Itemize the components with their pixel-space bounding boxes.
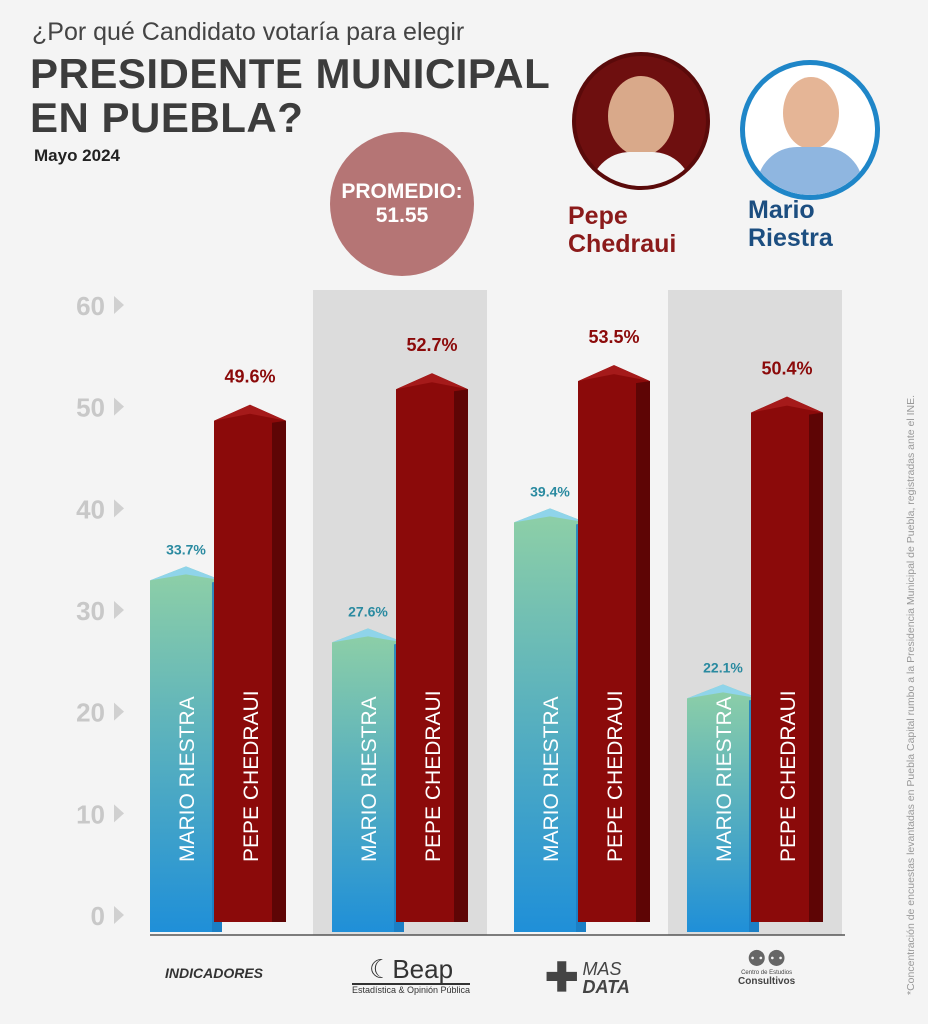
y-tick-label: 0	[91, 901, 105, 931]
y-tick-label: 20	[76, 698, 105, 728]
bar-mario-riestra: 39.4% MARIO RIESTRA	[514, 483, 586, 932]
masdata-logo: ✚ MAS DATA	[545, 956, 630, 1000]
bar-cap	[578, 365, 650, 382]
y-tick-arrow	[114, 397, 124, 416]
promedio-value: 51.55	[375, 204, 429, 227]
beap-logo: ☾Beap Estadística & Opinión Pública	[352, 954, 471, 995]
data-label: 22.1%	[703, 659, 743, 675]
bar-mario-riestra: 33.7% MARIO RIESTRA	[150, 541, 222, 932]
y-tick-arrow	[114, 702, 124, 721]
bar-cap	[687, 684, 759, 699]
first-name: Pepe	[568, 202, 628, 230]
y-tick-label: 30	[76, 596, 105, 626]
bar-pepe-chedraui: 52.7% PEPE CHEDRAUI	[396, 335, 468, 922]
series-name-label: MARIO RIESTRA	[713, 696, 736, 862]
bar-body	[751, 396, 823, 923]
mario-riestra-photo	[740, 60, 880, 200]
date: Mayo 2024	[34, 146, 120, 165]
bar-pepe-chedraui: 49.6% PEPE CHEDRAUI	[214, 367, 286, 922]
bar-pepe-chedraui: 53.5% PEPE CHEDRAUI	[578, 327, 650, 922]
bar-cap	[150, 566, 222, 581]
bar-body	[214, 404, 286, 922]
series-name-label: PEPE CHEDRAUI	[777, 690, 800, 862]
y-tick-label: 10	[76, 799, 105, 829]
last-name: Riestra	[748, 224, 833, 252]
bar-cap	[214, 404, 286, 421]
y-tick-arrow	[114, 804, 124, 823]
y-tick-arrow	[114, 296, 124, 314]
series-name-label: MARIO RIESTRA	[358, 696, 381, 862]
last-name: Chedraui	[568, 230, 677, 258]
y-tick-label: 50	[76, 393, 105, 423]
bar-side	[636, 381, 650, 922]
bar-body	[687, 684, 759, 932]
y-tick-arrow	[114, 499, 124, 518]
bar-mario-riestra: 22.1% MARIO RIESTRA	[687, 659, 759, 932]
y-tick-label: 40	[76, 494, 105, 524]
bar-body	[332, 628, 404, 932]
bar-cap	[332, 628, 404, 643]
first-name: Mario	[748, 196, 815, 224]
question: ¿Por qué Candidato votaría para elegir	[32, 18, 465, 46]
ceco-logo: ⚉⚉ Centro de Estudios Consultivos	[738, 946, 796, 988]
title-line1: PRESIDENTE MUNICIPAL	[30, 50, 551, 97]
title-line2: EN PUEBLA?	[30, 94, 304, 141]
bar-pepe-chedraui: 50.4% PEPE CHEDRAUI	[751, 359, 823, 923]
mario-riestra-name: Mario Riestra	[748, 196, 833, 252]
bar-side	[809, 412, 823, 922]
bar-cap	[396, 373, 468, 390]
bar-body	[150, 566, 222, 932]
bar-body	[396, 373, 468, 922]
data-label: 52.7%	[406, 335, 457, 355]
series-name-label: PEPE CHEDRAUI	[422, 690, 445, 862]
data-label: 27.6%	[348, 603, 388, 619]
bar-body	[578, 365, 650, 922]
bar-side	[272, 420, 286, 922]
bar-side	[454, 389, 468, 922]
data-label: 39.4%	[530, 483, 570, 499]
data-label: 33.7%	[166, 541, 206, 557]
data-label: 49.6%	[224, 367, 275, 387]
data-label: 50.4%	[761, 359, 812, 379]
page-title: PRESIDENTE MUNICIPAL EN PUEBLA?	[30, 52, 550, 140]
bar-cap	[514, 508, 586, 523]
series-name-label: MARIO RIESTRA	[176, 696, 199, 862]
y-tick-label: 60	[76, 291, 105, 321]
pepe-chedraui-photo	[572, 52, 710, 190]
promedio-label: PROMEDIO:	[341, 180, 463, 203]
promedio-badge: PROMEDIO: 51.55	[330, 132, 474, 276]
bar-body	[514, 508, 586, 932]
y-tick-arrow	[114, 601, 124, 619]
pepe-chedraui-name: Pepe Chedraui	[568, 202, 676, 258]
series-name-label: MARIO RIESTRA	[540, 696, 563, 862]
indicadores-logo: INDICADORES	[165, 965, 264, 981]
data-label: 53.5%	[588, 327, 639, 347]
series-name-label: PEPE CHEDRAUI	[240, 690, 263, 862]
series-name-label: PEPE CHEDRAUI	[604, 690, 627, 862]
bar-mario-riestra: 27.6% MARIO RIESTRA	[332, 603, 404, 932]
bar-cap	[751, 396, 823, 413]
footnote: *Concentración de encuestas levantadas e…	[905, 394, 917, 995]
y-tick-arrow	[114, 906, 124, 924]
